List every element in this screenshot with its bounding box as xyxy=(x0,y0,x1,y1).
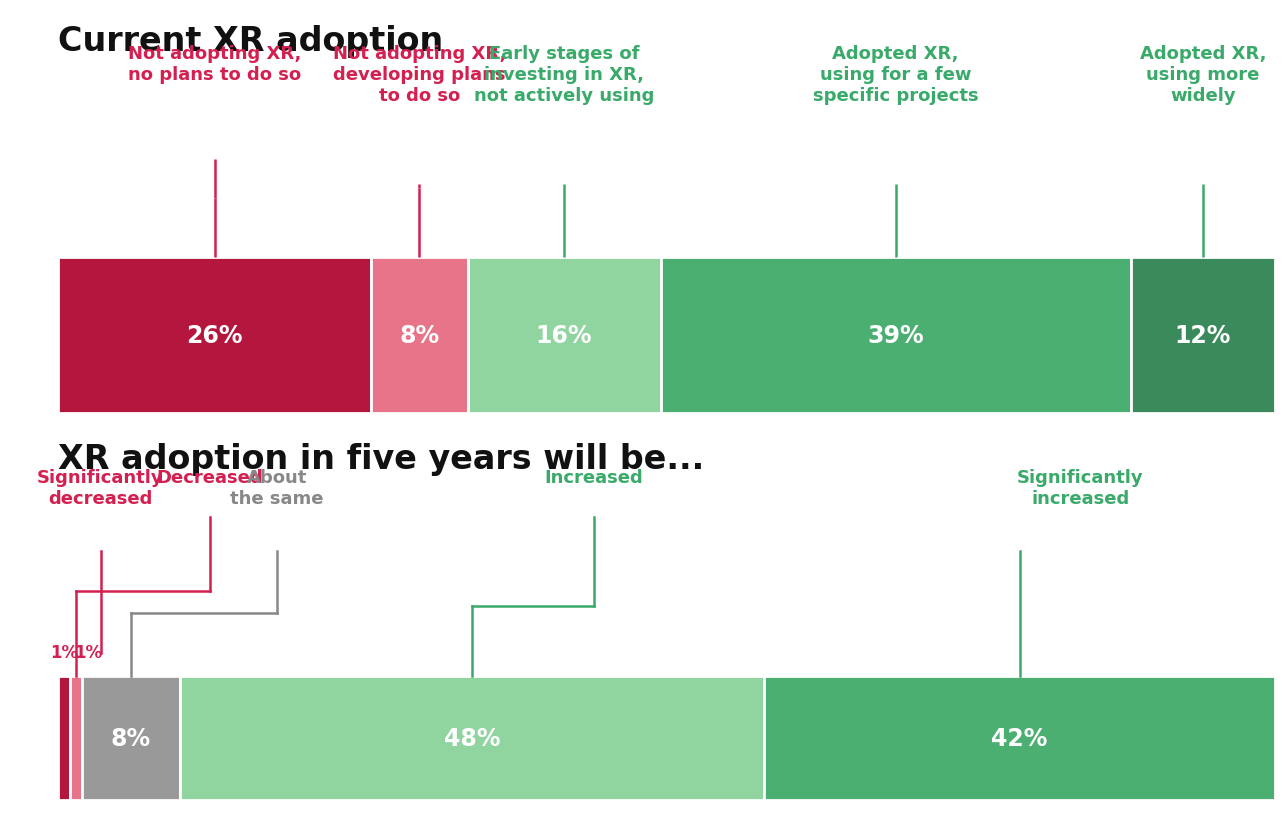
Bar xyxy=(371,258,468,414)
Text: 8%: 8% xyxy=(111,726,151,750)
Text: XR adoption in five years will be...: XR adoption in five years will be... xyxy=(58,442,705,475)
Text: 26%: 26% xyxy=(187,324,243,348)
Bar xyxy=(58,676,70,800)
Text: 16%: 16% xyxy=(536,324,592,348)
Text: 12%: 12% xyxy=(1175,324,1231,348)
Text: 1%: 1% xyxy=(75,643,103,661)
Bar xyxy=(70,676,82,800)
Text: Not adopting XR,
no plans to do so: Not adopting XR, no plans to do so xyxy=(128,45,301,84)
Text: 1%: 1% xyxy=(50,643,79,661)
Bar xyxy=(58,258,371,414)
Text: Adopted XR,
using for a few
specific projects: Adopted XR, using for a few specific pro… xyxy=(813,45,979,105)
Text: Increased: Increased xyxy=(544,468,643,486)
Text: Decreased: Decreased xyxy=(157,468,264,486)
Bar xyxy=(179,676,764,800)
Text: Significantly
decreased: Significantly decreased xyxy=(37,468,164,508)
Text: Early stages of
investing in XR,
not actively using: Early stages of investing in XR, not act… xyxy=(474,45,654,105)
Text: 8%: 8% xyxy=(399,324,439,348)
Text: About
the same: About the same xyxy=(231,468,323,508)
Text: Not adopting XR,
developing plans
to do so: Not adopting XR, developing plans to do … xyxy=(332,45,506,105)
Bar xyxy=(82,676,179,800)
Text: 42%: 42% xyxy=(992,726,1047,750)
Text: Significantly
increased: Significantly increased xyxy=(1018,468,1144,508)
Text: 39%: 39% xyxy=(867,324,923,348)
Text: Adopted XR,
using more
widely: Adopted XR, using more widely xyxy=(1140,45,1266,105)
Bar xyxy=(764,676,1275,800)
Bar xyxy=(468,258,661,414)
Text: Current XR adoption: Current XR adoption xyxy=(58,25,443,57)
Bar xyxy=(1131,258,1275,414)
Text: 48%: 48% xyxy=(443,726,500,750)
Bar xyxy=(661,258,1131,414)
